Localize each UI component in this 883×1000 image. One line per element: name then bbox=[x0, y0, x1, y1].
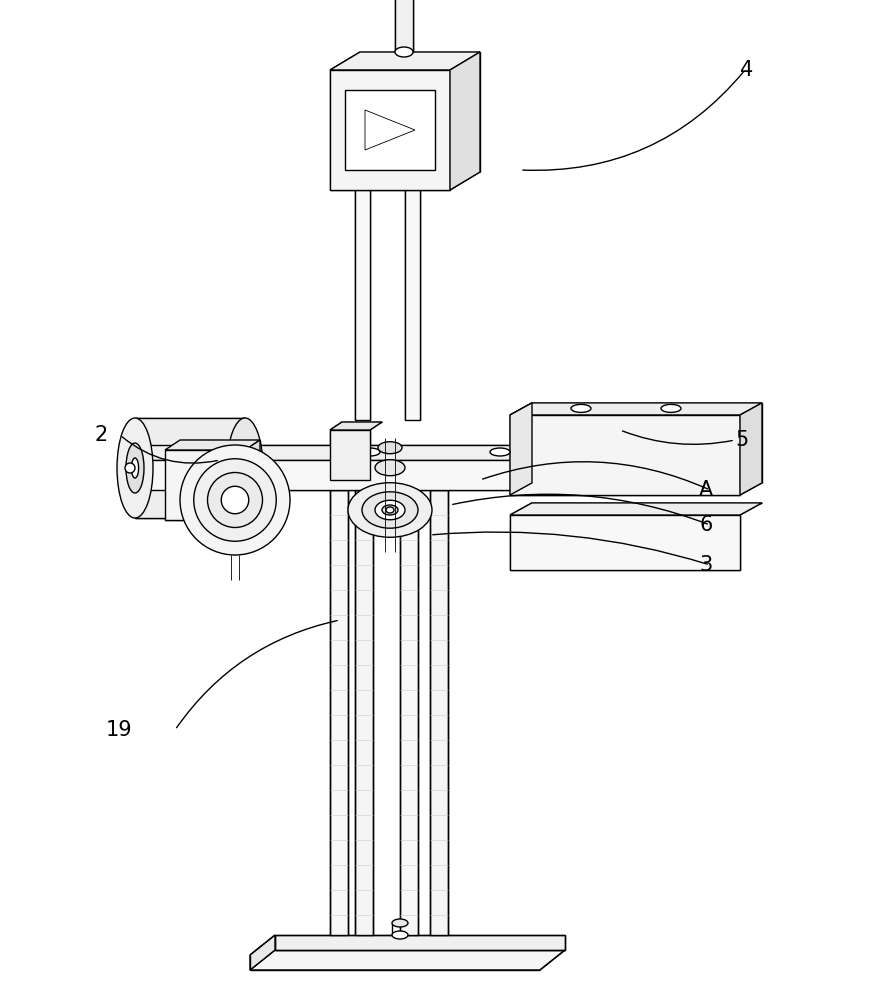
Polygon shape bbox=[275, 935, 565, 950]
Polygon shape bbox=[355, 190, 370, 420]
Ellipse shape bbox=[132, 458, 139, 478]
Ellipse shape bbox=[395, 47, 413, 57]
Text: 2: 2 bbox=[94, 425, 109, 445]
Text: 3: 3 bbox=[699, 555, 713, 575]
Ellipse shape bbox=[382, 505, 398, 515]
Polygon shape bbox=[355, 490, 373, 935]
Polygon shape bbox=[395, 0, 413, 52]
Polygon shape bbox=[330, 430, 370, 480]
Ellipse shape bbox=[193, 459, 276, 541]
Polygon shape bbox=[245, 440, 260, 520]
Polygon shape bbox=[430, 482, 456, 490]
Polygon shape bbox=[250, 950, 565, 970]
Ellipse shape bbox=[125, 463, 135, 473]
Polygon shape bbox=[400, 482, 426, 490]
Text: 19: 19 bbox=[106, 720, 132, 740]
Polygon shape bbox=[330, 52, 480, 70]
Polygon shape bbox=[135, 418, 245, 518]
Ellipse shape bbox=[222, 486, 249, 514]
Polygon shape bbox=[510, 403, 762, 415]
Polygon shape bbox=[250, 935, 275, 970]
Polygon shape bbox=[165, 450, 245, 520]
Polygon shape bbox=[510, 503, 762, 515]
Ellipse shape bbox=[227, 418, 263, 518]
Text: 5: 5 bbox=[735, 430, 749, 450]
Ellipse shape bbox=[375, 460, 405, 476]
Ellipse shape bbox=[375, 500, 405, 520]
Polygon shape bbox=[365, 110, 415, 150]
Polygon shape bbox=[165, 440, 260, 450]
Polygon shape bbox=[400, 490, 418, 935]
Ellipse shape bbox=[392, 931, 408, 939]
Ellipse shape bbox=[117, 418, 153, 518]
Ellipse shape bbox=[180, 445, 290, 555]
Ellipse shape bbox=[378, 442, 402, 454]
Ellipse shape bbox=[392, 919, 408, 927]
Ellipse shape bbox=[661, 404, 681, 412]
Polygon shape bbox=[740, 403, 762, 495]
Ellipse shape bbox=[126, 443, 144, 493]
Polygon shape bbox=[345, 90, 435, 170]
Ellipse shape bbox=[571, 404, 591, 412]
Ellipse shape bbox=[348, 483, 432, 537]
Polygon shape bbox=[120, 460, 650, 490]
Polygon shape bbox=[430, 490, 448, 935]
Ellipse shape bbox=[386, 507, 394, 513]
Polygon shape bbox=[405, 190, 420, 420]
Polygon shape bbox=[510, 415, 740, 495]
Polygon shape bbox=[330, 482, 356, 490]
Polygon shape bbox=[510, 515, 740, 570]
Polygon shape bbox=[510, 403, 532, 495]
Polygon shape bbox=[450, 52, 480, 190]
Polygon shape bbox=[120, 445, 145, 490]
Ellipse shape bbox=[490, 448, 510, 456]
Polygon shape bbox=[145, 445, 675, 460]
Ellipse shape bbox=[210, 448, 230, 456]
Ellipse shape bbox=[208, 473, 262, 528]
Polygon shape bbox=[355, 482, 381, 490]
Polygon shape bbox=[330, 422, 382, 430]
Text: 4: 4 bbox=[739, 60, 753, 80]
Ellipse shape bbox=[360, 448, 380, 456]
Polygon shape bbox=[330, 70, 450, 190]
Polygon shape bbox=[330, 490, 348, 935]
Text: A: A bbox=[699, 480, 713, 500]
Text: 6: 6 bbox=[699, 515, 713, 535]
Ellipse shape bbox=[362, 492, 418, 528]
